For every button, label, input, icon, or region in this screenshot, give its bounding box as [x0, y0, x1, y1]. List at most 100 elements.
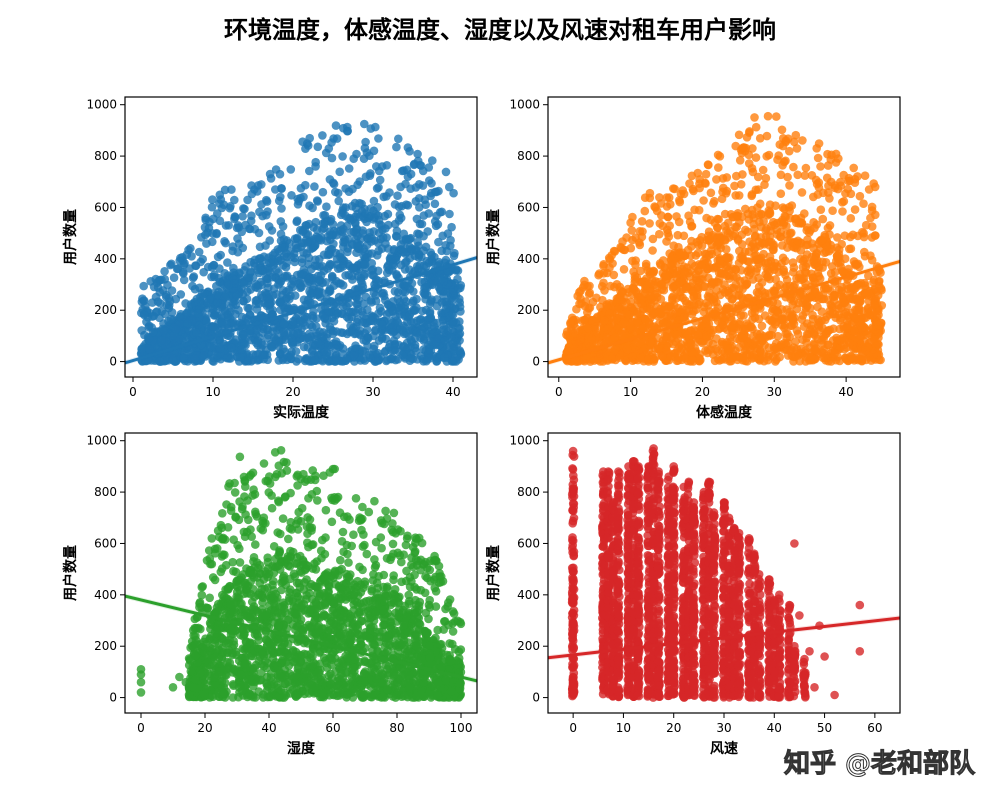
data-point	[410, 333, 420, 343]
data-point	[840, 335, 849, 345]
data-point	[771, 275, 780, 284]
data-point	[289, 316, 298, 326]
data-point	[684, 211, 693, 220]
data-point	[358, 346, 368, 356]
data-point	[176, 290, 186, 299]
data-point	[609, 270, 619, 280]
data-point	[286, 165, 296, 174]
data-point	[371, 357, 381, 366]
data-point	[619, 265, 629, 274]
data-point	[139, 310, 149, 320]
data-point	[352, 322, 361, 332]
data-point	[864, 271, 873, 281]
data-point	[866, 251, 875, 260]
data-point	[796, 275, 806, 285]
data-point	[144, 356, 153, 365]
x-tick-label: 0	[555, 385, 563, 399]
data-point	[233, 221, 243, 230]
data-point	[322, 236, 332, 246]
data-point	[646, 337, 655, 347]
data-point	[362, 217, 371, 227]
data-point	[374, 134, 383, 143]
data-point	[310, 182, 319, 191]
data-point	[700, 178, 710, 188]
data-point	[666, 303, 676, 312]
data-point	[440, 353, 449, 363]
data-point	[864, 185, 874, 194]
data-point	[815, 236, 825, 246]
data-point	[732, 352, 741, 361]
data-point	[331, 344, 341, 354]
data-point	[230, 195, 239, 205]
data-point	[629, 267, 638, 277]
data-point	[859, 229, 868, 238]
data-point	[763, 111, 773, 121]
data-point	[298, 137, 307, 146]
data-point	[622, 298, 631, 307]
data-point	[584, 304, 593, 313]
data-point	[854, 279, 863, 289]
data-point	[712, 175, 721, 184]
data-point	[835, 356, 844, 366]
data-point	[773, 155, 782, 164]
data-point	[721, 236, 730, 245]
data-point	[751, 122, 761, 132]
data-point	[818, 214, 828, 224]
data-point	[763, 352, 773, 362]
data-point	[623, 310, 633, 319]
data-point	[237, 312, 247, 322]
data-point	[675, 250, 685, 259]
data-point	[857, 324, 866, 334]
data-point	[344, 164, 354, 173]
data-point	[188, 273, 198, 283]
data-point	[209, 214, 218, 224]
data-point	[772, 344, 781, 354]
data-point	[801, 357, 810, 366]
data-point	[813, 153, 823, 163]
data-point	[855, 191, 865, 201]
data-point	[765, 232, 775, 241]
data-point	[358, 226, 368, 235]
data-point	[220, 292, 230, 302]
data-point	[441, 304, 451, 314]
data-point	[160, 267, 169, 276]
data-point	[812, 179, 822, 189]
data-point	[205, 295, 214, 304]
data-point	[251, 338, 261, 348]
data-point	[762, 224, 771, 233]
data-point	[823, 223, 833, 233]
data-point	[693, 330, 703, 340]
data-point	[661, 270, 670, 280]
data-point	[668, 283, 678, 293]
data-point	[443, 229, 453, 238]
data-point	[758, 165, 768, 175]
data-point	[751, 242, 760, 252]
y-tick-label: 400	[517, 252, 540, 266]
data-point	[846, 214, 856, 223]
data-point	[586, 315, 596, 325]
data-point	[688, 348, 697, 358]
data-point	[432, 357, 441, 366]
data-point	[836, 258, 845, 267]
data-point	[583, 323, 593, 333]
data-point	[587, 334, 597, 344]
data-point	[709, 325, 718, 335]
data-point	[697, 232, 706, 242]
data-point	[799, 256, 808, 266]
data-point	[311, 157, 321, 167]
data-point	[825, 325, 834, 335]
data-point	[820, 315, 830, 325]
data-point	[720, 280, 729, 289]
data-point	[747, 164, 757, 173]
data-point	[318, 131, 327, 140]
data-point	[313, 197, 323, 206]
data-point	[377, 332, 387, 342]
data-point	[816, 162, 825, 171]
data-point	[268, 251, 278, 260]
data-point	[377, 320, 387, 330]
data-point	[405, 311, 414, 321]
data-point	[689, 291, 699, 301]
data-point	[413, 355, 422, 364]
